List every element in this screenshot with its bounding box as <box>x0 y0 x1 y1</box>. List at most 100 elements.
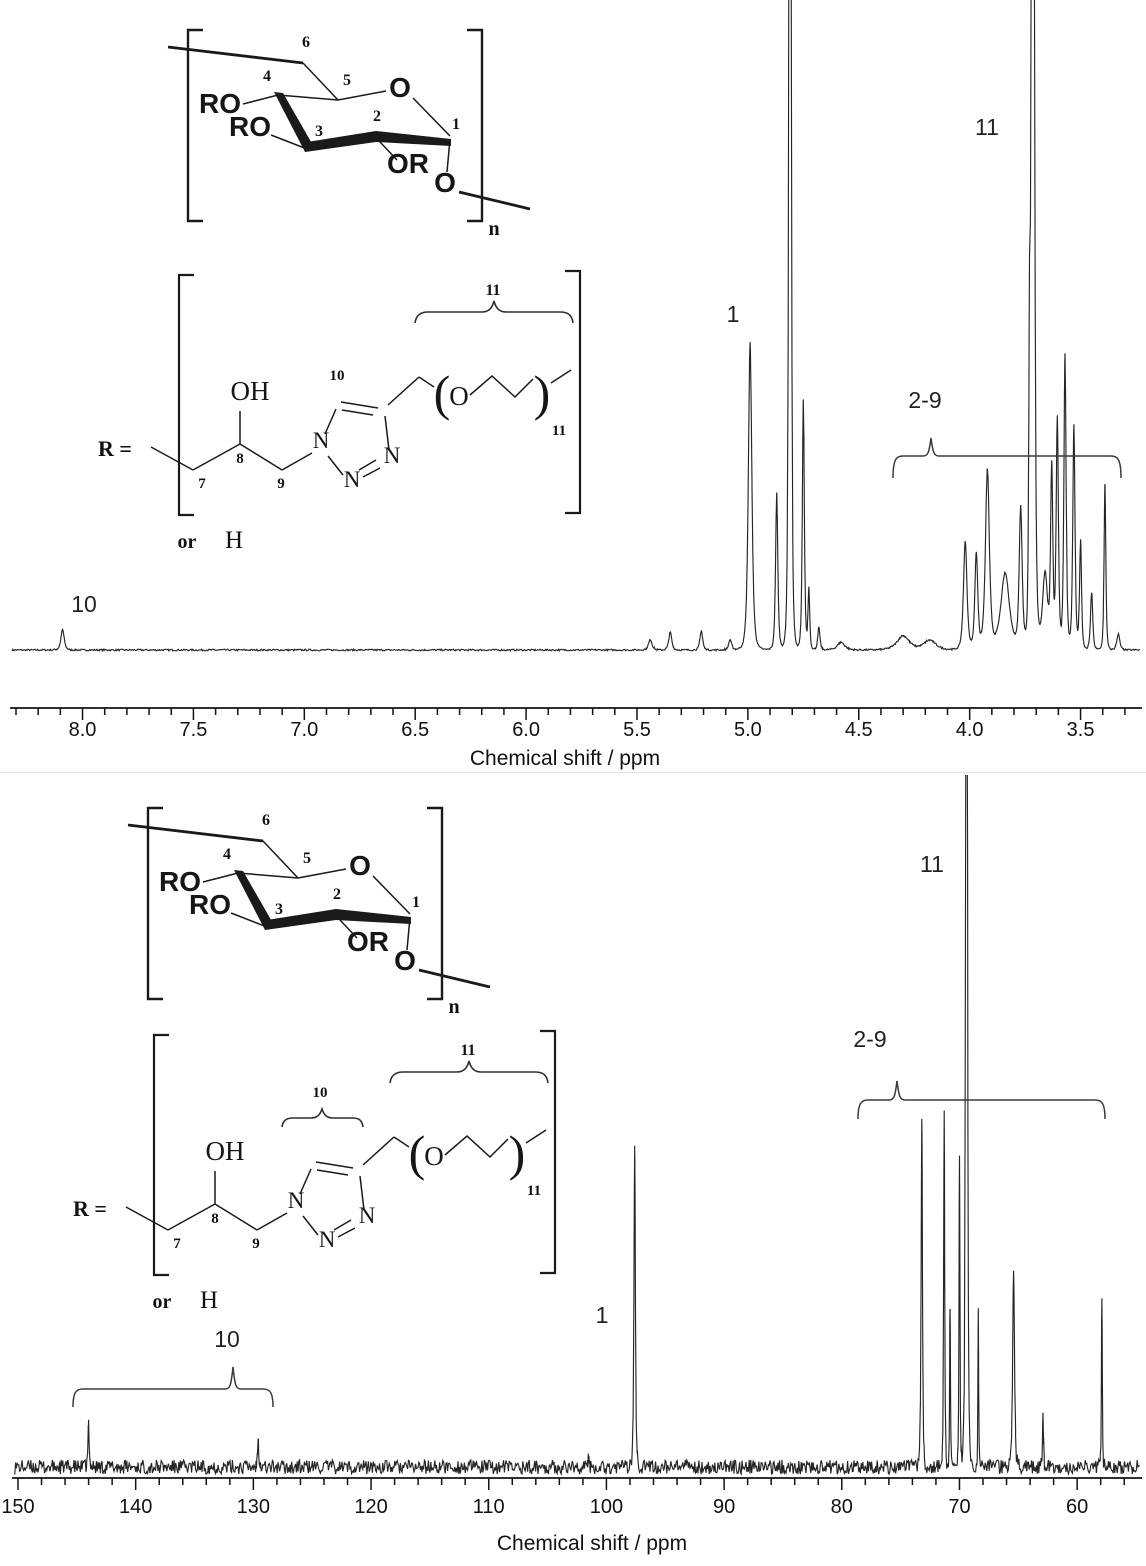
triazole-n1: N <box>288 1188 305 1213</box>
x-tick-label: 7.5 <box>180 719 208 741</box>
x-axis-ticks <box>17 1478 1125 1490</box>
ether-oxygen: O <box>424 1141 444 1171</box>
x-axis-title: Chemical shift / ppm <box>470 747 660 770</box>
glucose-ring-structure: 6 4 5 3 2 1 RO RO O OR O n <box>167 28 531 240</box>
peak-label: 2-9 <box>853 1026 886 1052</box>
peg-11-brace <box>414 300 574 324</box>
chain-number-9: 9 <box>252 1236 260 1252</box>
ring-oxygen: O <box>389 72 411 103</box>
x-tick-label: 6.5 <box>401 719 429 741</box>
open-parenthesis: ( <box>409 1125 426 1181</box>
hydroxyl-label: OH <box>206 1136 245 1166</box>
x-tick-label: 140 <box>119 1496 152 1518</box>
r-group-structure-inset-13c: R = OH 7 8 9 N N N 10 11 ( N O ) 11 or H <box>60 1023 635 1328</box>
spectrum-trace <box>13 775 1140 1477</box>
x-tick-label: 5.0 <box>734 719 762 741</box>
triazole-10-brace <box>281 1106 364 1128</box>
or-substituent: OR <box>387 148 429 179</box>
proton-nmr-spectrum: 3.5 4.0 4.5 5.0 5.5 6.0 6.5 7.0 7.5 8.0 Chemical s… <box>10 0 1142 770</box>
x-tick-label: 4.5 <box>845 719 873 741</box>
ring-number-6: 6 <box>302 34 310 51</box>
triazole-number-10: 10 <box>313 1085 328 1101</box>
left-bracket <box>177 273 194 517</box>
ring-number-4: 4 <box>263 68 271 85</box>
ring-oxygen: O <box>349 850 371 881</box>
x-tick-label: 150 <box>1 1496 34 1518</box>
triazole-n3: N <box>384 443 401 468</box>
peak-label: 1 <box>596 1302 609 1328</box>
panel-divider <box>0 772 1146 773</box>
x-tick-label: 8.0 <box>69 719 97 741</box>
x-axis-title: Chemical shift / ppm <box>497 1532 687 1555</box>
ring-number-3: 3 <box>275 901 283 918</box>
peak-label: 11 <box>975 114 999 140</box>
close-parenthesis: ) <box>534 365 551 421</box>
ring-number-2: 2 <box>373 108 381 125</box>
x-tick-label: 110 <box>473 1496 505 1518</box>
x-tick-label: 120 <box>354 1496 387 1518</box>
peg-subscript-11: 11 <box>552 423 566 439</box>
close-parenthesis: ) <box>509 1125 526 1181</box>
repeat-subscript-n: n <box>488 218 499 240</box>
peg-brace-number-11: 11 <box>485 282 500 299</box>
glucose-ring-structure: 6 4 5 3 2 1 RO RO O OR O n <box>127 806 491 1018</box>
triazole-10-brace-group: 10 <box>281 1085 364 1128</box>
x-tick-label: 6.0 <box>512 719 540 741</box>
hydrogen-alternative: H <box>225 527 243 554</box>
ro-substituent: RO <box>229 111 271 142</box>
r-group-structure: R = OH 7 8 9 N N N 10 11 ( N O ) 11 or H <box>73 1029 557 1314</box>
right-bracket <box>565 269 582 515</box>
region-brace <box>72 1366 274 1408</box>
left-bracket <box>186 28 203 223</box>
or-substituent: OR <box>347 926 389 957</box>
ring-number-3: 3 <box>315 123 323 140</box>
x-tick-label: 80 <box>831 1496 853 1518</box>
ring-number-1: 1 <box>412 894 420 911</box>
peg-11-brace <box>389 1060 549 1084</box>
ro-substituent: RO <box>159 866 201 897</box>
x-tick-label: 100 <box>590 1496 623 1518</box>
x-tick-label: 4.0 <box>956 719 984 741</box>
ring-number-5: 5 <box>303 850 311 867</box>
peak-label: 10 <box>214 1326 240 1352</box>
ring-number-5: 5 <box>343 72 351 89</box>
or-word: or <box>153 1291 172 1313</box>
right-bracket <box>540 1029 557 1275</box>
peak-label: 2-9 <box>908 387 941 413</box>
open-parenthesis: ( <box>434 365 451 421</box>
spectrum-trace <box>11 0 1140 653</box>
x-tick-label: 60 <box>1066 1496 1088 1518</box>
repeat-subscript-n: n <box>448 996 459 1018</box>
hydrogen-alternative: H <box>200 1287 218 1314</box>
peg-brace-number-11: 11 <box>460 1042 475 1059</box>
triazole-n1: N <box>313 428 330 453</box>
triazole-number-10: 10 <box>330 368 345 384</box>
r-group-structure: R = OH 7 8 9 N N N 10 11 ( N O ) 11 or H <box>98 269 582 554</box>
x-tick-label: 5.5 <box>623 719 651 741</box>
ring-number-2: 2 <box>333 886 341 903</box>
x-tick-label: 7.0 <box>290 719 318 741</box>
glucose-structure-inset-13c: 6 4 5 3 2 1 RO RO O OR O n <box>100 783 530 1033</box>
ring-number-4: 4 <box>223 846 231 863</box>
bond-lines <box>125 1029 557 1277</box>
chain-number-7: 7 <box>173 1236 181 1252</box>
glucose-structure-inset-1h: 6 4 5 3 2 1 RO RO O OR O n <box>140 5 570 255</box>
triazole-n3: N <box>359 1203 376 1228</box>
r-equals-label: R = <box>98 436 132 461</box>
region-brace <box>892 437 1122 479</box>
ro-substituent: RO <box>189 889 231 920</box>
r-group-structure-inset-1h: R = OH 7 8 9 N N N 10 11 ( N O ) 11 or H <box>85 263 660 568</box>
triazole-n2: N <box>319 1227 336 1252</box>
chain-number-9: 9 <box>277 476 285 492</box>
peg-subscript-11: 11 <box>527 1183 541 1199</box>
x-tick-label: 70 <box>948 1496 970 1518</box>
right-bracket <box>467 28 484 223</box>
glycosidic-oxygen: O <box>434 167 456 198</box>
ring-number-1: 1 <box>452 116 460 133</box>
triazole-n2: N <box>344 467 361 492</box>
r-equals-label: R = <box>73 1196 107 1221</box>
peak-label: 11 <box>920 851 944 877</box>
x-tick-label: 3.5 <box>1067 719 1095 741</box>
chain-number-8: 8 <box>236 451 244 467</box>
